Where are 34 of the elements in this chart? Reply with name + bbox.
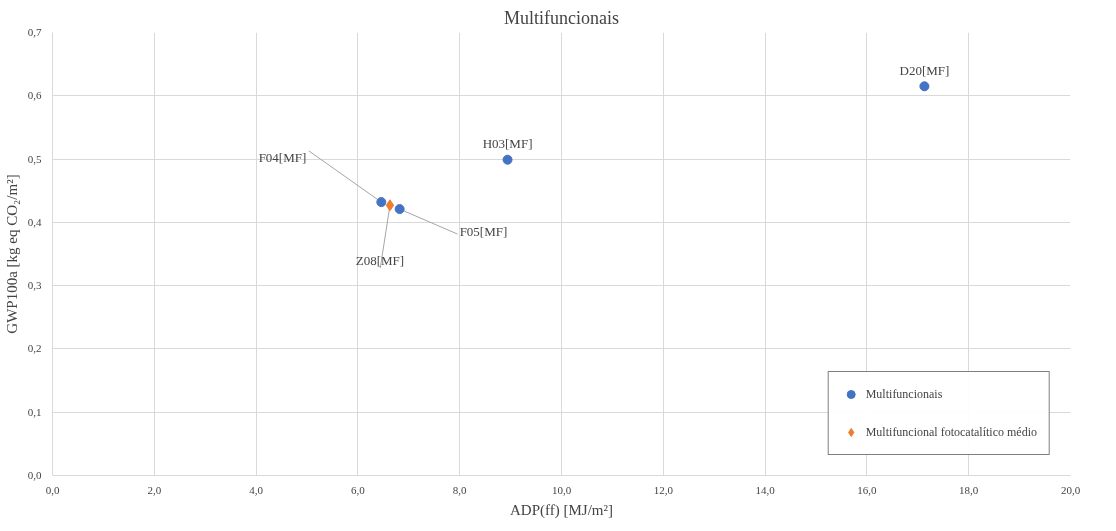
y-tick-label: 0,6 bbox=[27, 89, 42, 102]
x-tick-label: 8,0 bbox=[452, 483, 468, 496]
legend-label: Multifuncional fotocatalítico médio bbox=[865, 424, 1037, 440]
point bbox=[385, 199, 395, 212]
x-tick-label: 16,0 bbox=[857, 483, 878, 496]
x-tick-label: 0,0 bbox=[45, 483, 60, 496]
y-tick-label: 0,0 bbox=[27, 469, 42, 481]
point bbox=[919, 81, 930, 92]
x-tick-label: 20,0 bbox=[1060, 483, 1081, 496]
point bbox=[502, 154, 513, 165]
legend-label: Multifuncionais bbox=[865, 386, 943, 402]
x-tick-label: 4,0 bbox=[249, 483, 264, 496]
x-tick-label: 12,0 bbox=[653, 483, 674, 496]
annotation: F05[MF] bbox=[459, 223, 508, 239]
x-tick-label: 2,0 bbox=[147, 483, 162, 496]
y-tick-label: 0,3 bbox=[27, 279, 42, 292]
x-axis-title: ADP(ff) [MJ/m²] bbox=[510, 501, 613, 519]
x-tick-label: 6,0 bbox=[351, 483, 366, 496]
x-tick-label: 18,0 bbox=[959, 483, 979, 496]
x-tick-label: 14,0 bbox=[755, 483, 776, 496]
annotation: F04[MF] bbox=[258, 149, 307, 165]
point bbox=[376, 197, 387, 208]
chart-title: Multifuncionais bbox=[504, 7, 620, 28]
annotation: D20[MF] bbox=[899, 62, 950, 78]
y-axis-title: GWP100a [kg eq CO₂/m²] bbox=[3, 174, 20, 334]
x-tick-label: 10,0 bbox=[551, 483, 572, 496]
annotation: H03[MF] bbox=[482, 136, 533, 152]
y-tick-label: 0,2 bbox=[27, 342, 42, 355]
point bbox=[394, 204, 405, 215]
y-tick-label: 0,5 bbox=[27, 152, 42, 165]
annotation: Z08[MF] bbox=[355, 252, 405, 268]
y-tick-label: 0,7 bbox=[27, 26, 42, 38]
y-tick-label: 0,4 bbox=[27, 215, 42, 228]
y-tick-label: 0,1 bbox=[27, 405, 42, 418]
